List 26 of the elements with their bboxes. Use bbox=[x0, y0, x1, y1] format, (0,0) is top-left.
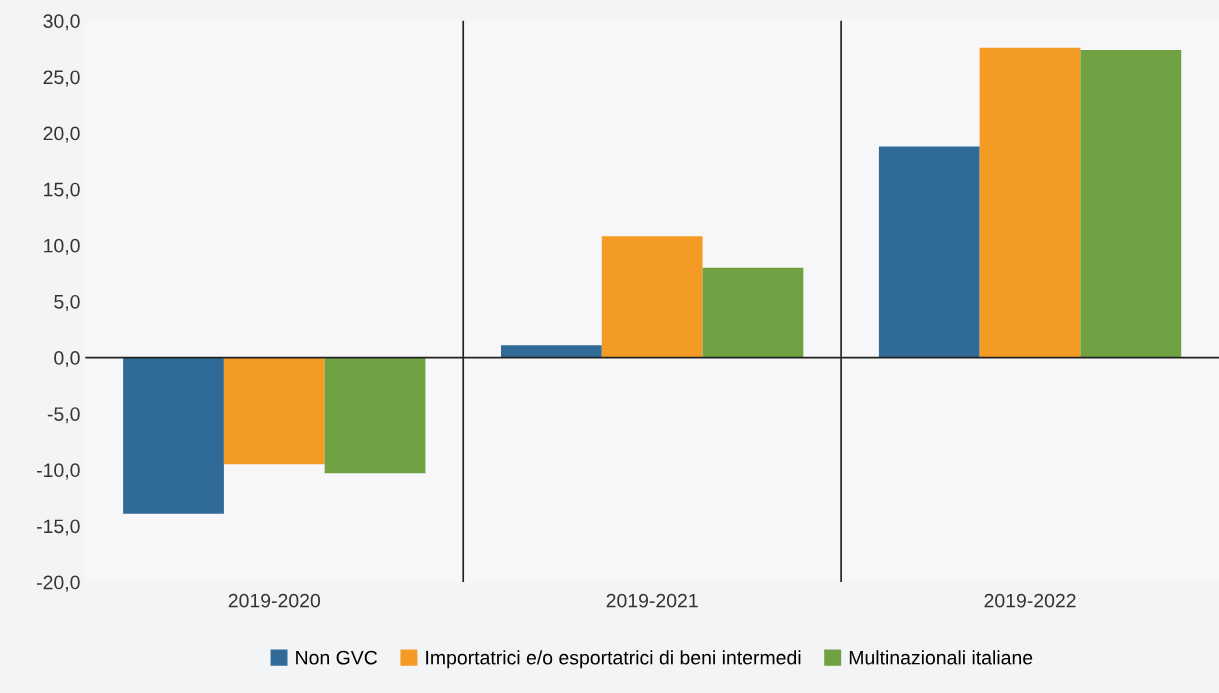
bar bbox=[702, 267, 804, 358]
bar bbox=[501, 345, 602, 358]
y-tick-label: -5,0 bbox=[47, 407, 80, 424]
y-tick-label: 0,0 bbox=[54, 351, 80, 368]
y-tick-label: 20,0 bbox=[43, 126, 80, 143]
legend-label: Importatrici e/o esportatrici di beni intermedi bbox=[426, 650, 801, 669]
y-tick-label: 25,0 bbox=[43, 70, 80, 87]
y-tick-label: 10,0 bbox=[44, 238, 80, 255]
y-tick-label: 15,0 bbox=[44, 182, 80, 199]
bar bbox=[123, 357, 224, 514]
y-tick-label: -20,0 bbox=[37, 575, 80, 592]
bar bbox=[878, 146, 980, 358]
y-tick-label: -15,0 bbox=[37, 519, 80, 536]
legend-label: Multinazionali italiane bbox=[849, 650, 1033, 665]
y-tick-label: 30,0 bbox=[43, 14, 80, 31]
bar bbox=[979, 47, 1081, 358]
x-tick-label: 2019-2020 bbox=[228, 593, 321, 608]
x-tick-label: 2019-2021 bbox=[606, 593, 698, 608]
y-tick-label: -10,0 bbox=[37, 463, 80, 480]
bar bbox=[223, 357, 325, 465]
bar bbox=[1080, 49, 1182, 358]
x-tick-label: 2019-2022 bbox=[984, 593, 1076, 608]
legend-label: Non GVC bbox=[296, 650, 378, 665]
bar bbox=[601, 236, 703, 358]
y-tick-label: 5,0 bbox=[54, 294, 80, 311]
bar bbox=[324, 357, 426, 474]
